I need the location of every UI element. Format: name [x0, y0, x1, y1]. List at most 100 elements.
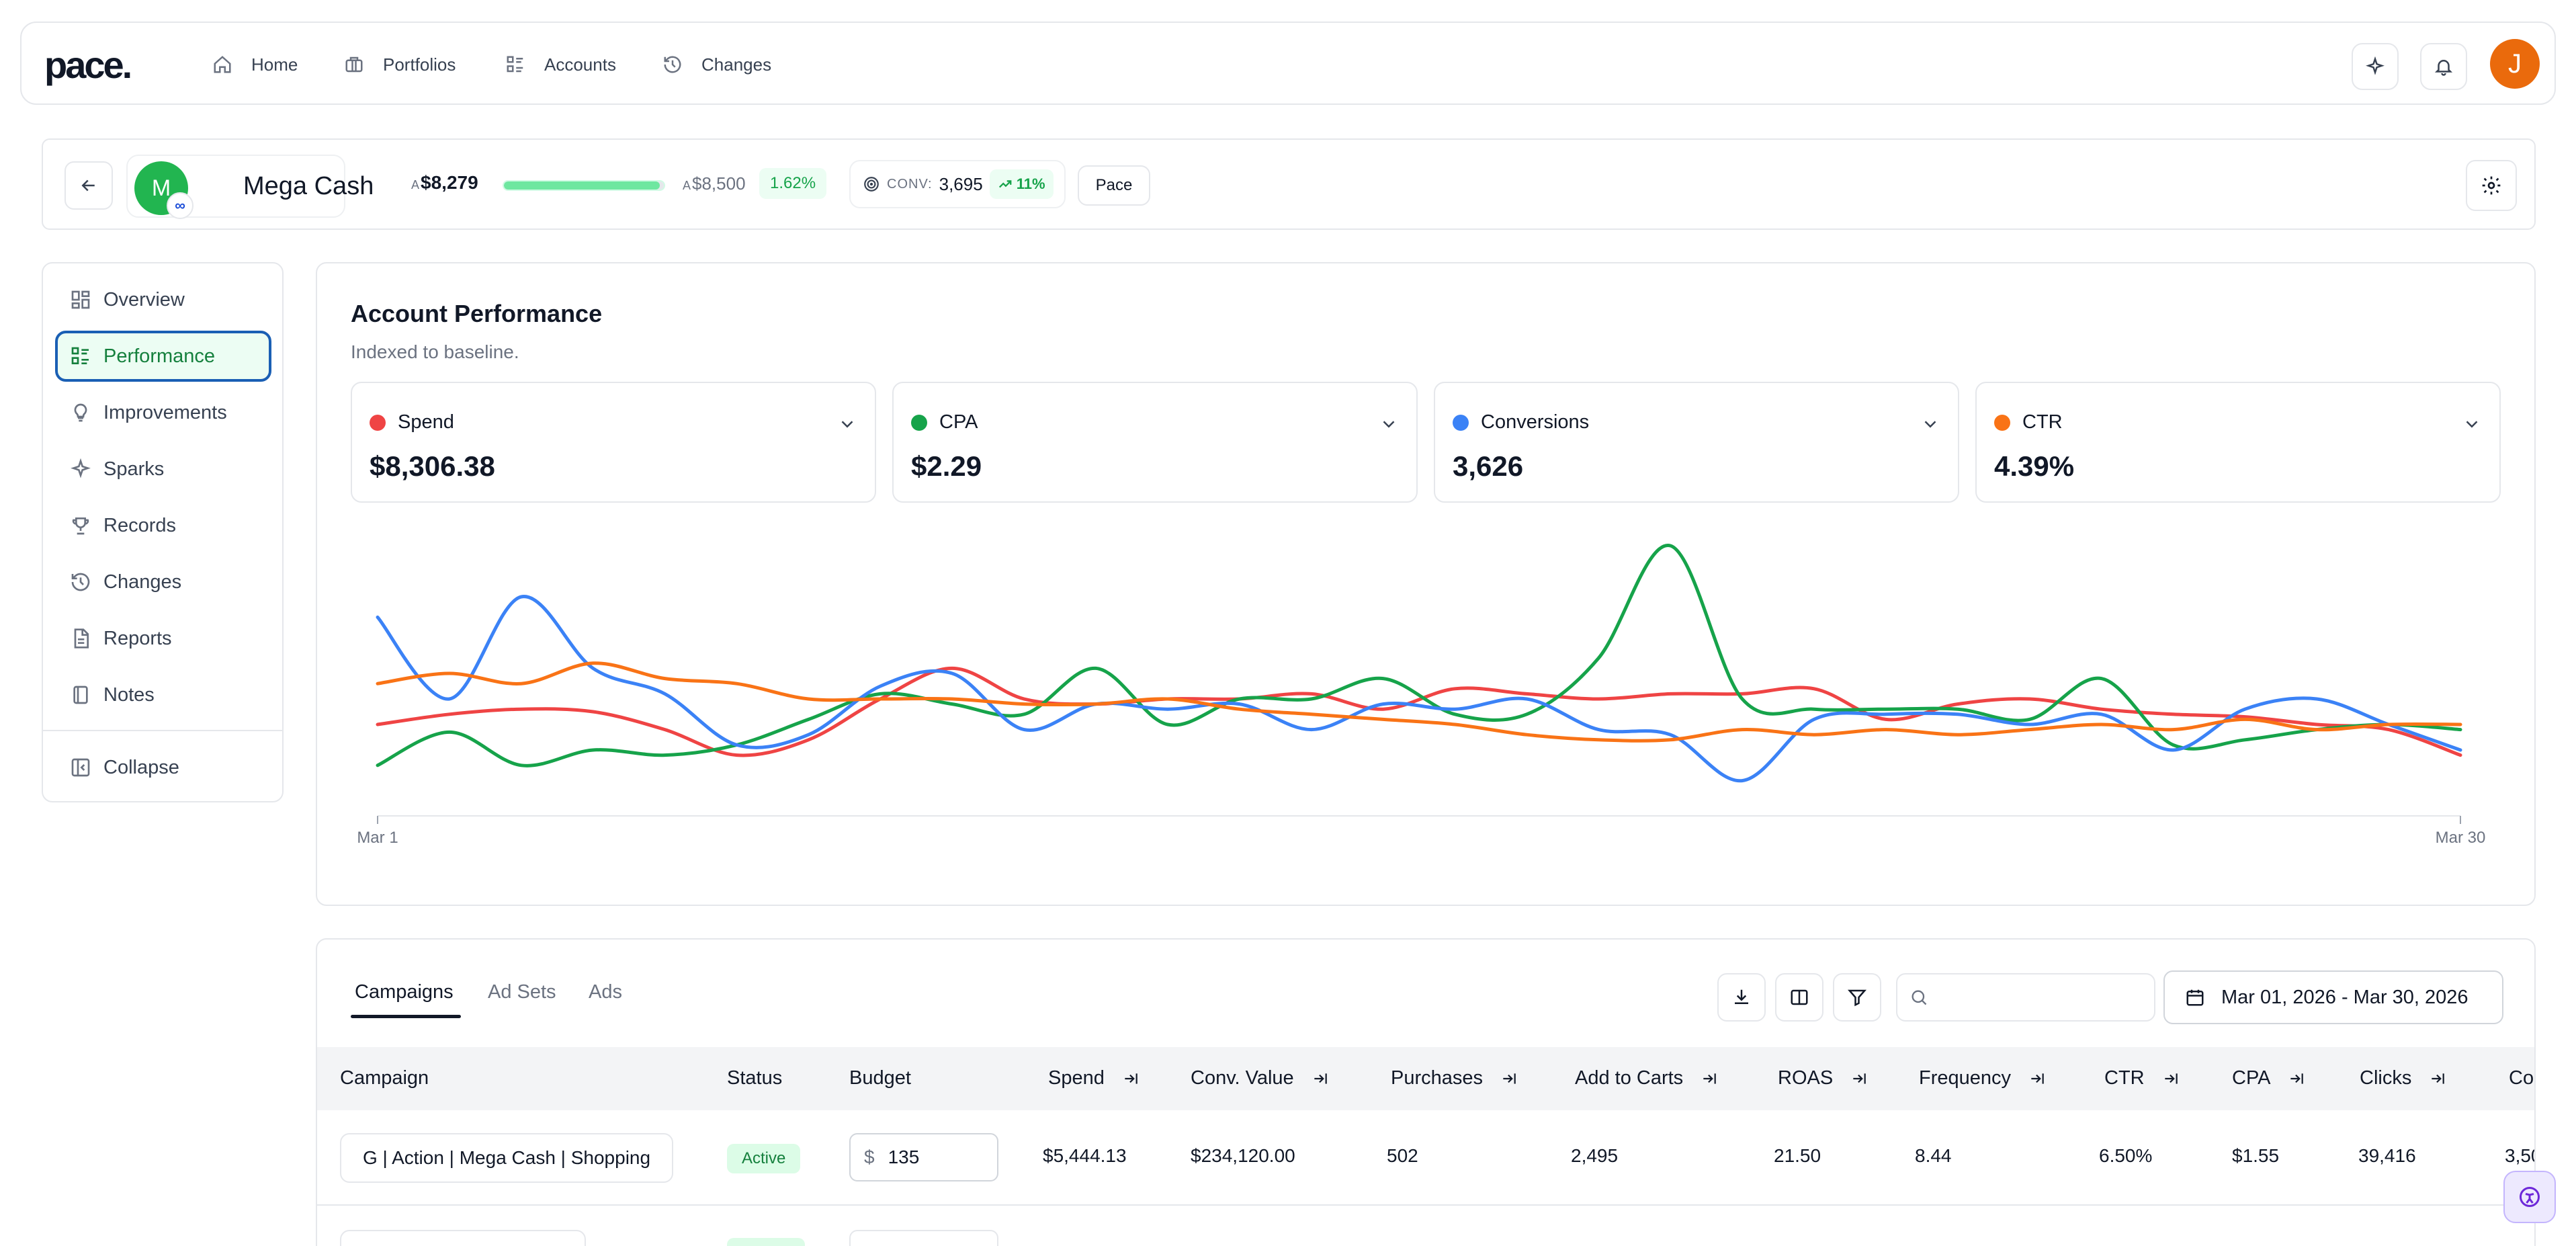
pace-logo[interactable]: pace. [44, 44, 132, 86]
sidebar-item-sparks[interactable]: Sparks [55, 444, 271, 495]
column-header-roas[interactable]: ROAS [1778, 1067, 1868, 1089]
metric-card-conversions[interactable]: Conversions 3,626 [1434, 382, 1959, 503]
column-header-purchases[interactable]: Purchases [1391, 1067, 1518, 1089]
sidebar-item-notes[interactable]: Notes [55, 669, 271, 720]
search-box[interactable] [1896, 973, 2155, 1022]
sidebar-item-label: Changes [103, 571, 182, 593]
columns-button[interactable] [1775, 973, 1823, 1022]
column-header-spend[interactable]: Spend [1048, 1067, 1140, 1089]
sort-arrow-icon [2164, 1073, 2178, 1084]
column-header-status[interactable]: Status [727, 1067, 782, 1089]
account-budget: A$8,500 [683, 173, 746, 194]
chevron-down-icon[interactable] [837, 414, 857, 434]
metric-color-dot [911, 414, 927, 431]
conv-label: CONV: [887, 176, 933, 192]
account-avatar: M [134, 161, 188, 215]
sort-arrow-icon [1853, 1073, 1866, 1084]
notifications-button[interactable] [2420, 43, 2467, 90]
columns-icon [1791, 989, 1808, 1005]
sort-arrow-icon [2432, 1073, 2445, 1084]
nav-accounts[interactable]: Accounts [505, 47, 616, 82]
tab-campaigns[interactable]: Campaigns [355, 981, 454, 1003]
active-tab-indicator [351, 1015, 461, 1018]
nav-portfolios[interactable]: Portfolios [344, 47, 456, 82]
column-header-label: Conv. Value [1191, 1067, 1294, 1089]
series-line-spend[interactable] [376, 666, 2462, 757]
chevron-down-icon[interactable] [1379, 414, 1399, 434]
column-header-budget[interactable]: Budget [849, 1067, 911, 1089]
cell-frequency: 8.44 [1915, 1145, 1952, 1166]
column-header-label: Co [2509, 1067, 2534, 1089]
column-header-label: CPA [2232, 1067, 2271, 1089]
column-header-label: ROAS [1778, 1067, 1834, 1089]
campaign-name[interactable]: G | Action | Mega Cash | Shopping [340, 1133, 674, 1183]
settings-button[interactable] [2466, 160, 2517, 211]
budget-amount: $8,500 [692, 173, 746, 194]
column-header-ctr[interactable]: CTR [2104, 1067, 2180, 1089]
cell-ctr: 6.50% [2099, 1145, 2153, 1166]
metric-name: CPA [939, 411, 978, 433]
performance-line-chart[interactable]: Mar 1 Mar 30 [351, 532, 2501, 882]
sidebar-item-performance[interactable]: Performance [55, 331, 271, 382]
column-header-add-to-carts[interactable]: Add to Carts [1575, 1067, 1718, 1089]
account-name: Mega Cash [243, 172, 374, 200]
pace-button[interactable]: Pace [1078, 165, 1150, 206]
sidebar-item-changes[interactable]: Changes [55, 556, 271, 608]
notebook-icon [73, 686, 88, 704]
back-button[interactable] [65, 161, 113, 210]
column-header-clicks[interactable]: Clicks [2360, 1067, 2446, 1089]
gear-icon [2482, 176, 2501, 195]
target-icon [864, 177, 879, 192]
sidebar-item-records[interactable]: Records [55, 500, 271, 551]
metric-color-dot [1994, 414, 2010, 431]
status-badge [727, 1238, 805, 1246]
metric-card-ctr[interactable]: CTR 4.39% [1975, 382, 2501, 503]
table-row[interactable]: G | Action | Mega Cash | Shopping Active… [317, 1110, 2534, 1206]
assistant-floating-button[interactable] [2503, 1171, 2556, 1223]
account-chip[interactable]: M ∞ Mega Cash [126, 155, 374, 219]
column-header-conversions[interactable]: Co [2509, 1067, 2534, 1089]
column-header-label: CTR [2104, 1067, 2145, 1089]
user-avatar[interactable]: J [2490, 39, 2540, 89]
list-icon [71, 347, 89, 364]
nav-changes[interactable]: Changes [662, 47, 771, 82]
campaign-name[interactable] [340, 1230, 586, 1246]
chevron-down-icon[interactable] [2462, 414, 2482, 434]
metric-card-spend[interactable]: Spend $8,306.38 [351, 382, 876, 503]
column-header-frequency[interactable]: Frequency [1919, 1067, 2046, 1089]
cell-cpa: $1.55 [2232, 1145, 2280, 1166]
sort-arrow-icon [1703, 1073, 1716, 1084]
column-header-conv-value[interactable]: Conv. Value [1191, 1067, 1329, 1089]
filter-button[interactable] [1833, 973, 1881, 1022]
tab-ads[interactable]: Ads [589, 981, 622, 1003]
sidebar-item-label: Overview [103, 288, 185, 310]
metric-name: Conversions [1481, 411, 1590, 433]
nav-home[interactable]: Home [212, 47, 298, 82]
budget-input[interactable] [849, 1230, 998, 1246]
filter-icon [1847, 989, 1867, 1007]
sparkle-button[interactable] [2352, 43, 2399, 90]
performance-card: Account Performance Indexed to baseline.… [316, 262, 2536, 906]
sort-arrow-icon [1314, 1073, 1327, 1084]
sidebar-item-label: Records [103, 514, 176, 536]
series-line-cpa[interactable] [376, 544, 2462, 767]
chevron-down-icon[interactable] [1920, 414, 1940, 434]
table-row[interactable] [317, 1207, 2534, 1246]
budget-input[interactable]: $135 [849, 1133, 998, 1181]
metric-card-cpa[interactable]: CPA $2.29 [892, 382, 1418, 503]
column-header-label: Add to Carts [1575, 1067, 1684, 1089]
column-header-cpa[interactable]: CPA [2232, 1067, 2305, 1089]
tab-ad-sets[interactable]: Ad Sets [488, 981, 556, 1003]
sidebar-item-overview[interactable]: Overview [55, 274, 271, 325]
sidebar-item-reports[interactable]: Reports [55, 613, 271, 664]
series-line-ctr[interactable] [376, 661, 2462, 743]
search-input[interactable] [1936, 987, 2151, 1008]
download-button[interactable] [1717, 973, 1766, 1022]
grid-icon [71, 290, 90, 309]
date-range-picker[interactable]: Mar 01, 2026 - Mar 30, 2026 [2163, 970, 2503, 1024]
column-header-campaign[interactable]: Campaign [340, 1067, 429, 1089]
sidebar-item-improvements[interactable]: Improvements [55, 387, 271, 438]
series-line-conversions[interactable] [376, 595, 2462, 783]
sidebar-collapse-button[interactable]: Collapse [55, 742, 271, 793]
